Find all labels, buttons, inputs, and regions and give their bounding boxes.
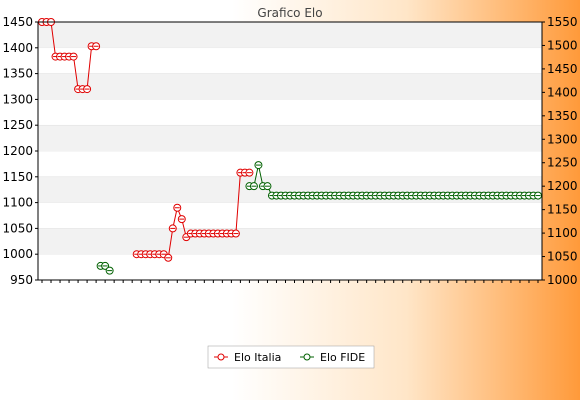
legend-marker <box>217 353 225 361</box>
left-tick-label: 950 <box>10 273 33 287</box>
left-tick-label: 1250 <box>2 118 33 132</box>
left-tick-label: 1450 <box>2 15 33 29</box>
right-tick-label: 1150 <box>547 203 578 217</box>
left-tick-label: 1150 <box>2 170 33 184</box>
left-tick-label: 1050 <box>2 221 33 235</box>
right-tick-label: 1300 <box>547 132 578 146</box>
legend-box <box>207 345 375 369</box>
series-layer <box>38 18 542 275</box>
left-tick-label: 1300 <box>2 92 33 106</box>
left-tick-label: 1000 <box>2 247 33 261</box>
right-tick-label: 1250 <box>547 156 578 170</box>
left-axis-ticks: 950 1000 1050 1100 1150 1200 1250 1300 1350 1400 1… <box>2 15 38 287</box>
left-tick-label: 1350 <box>2 67 33 81</box>
right-tick-label: 1550 <box>547 15 578 29</box>
left-tick-label: 1400 <box>2 41 33 55</box>
plot-band <box>38 22 542 48</box>
left-tick-label: 1100 <box>2 196 33 210</box>
legend-item-elo-fide: Elo FIDE <box>300 351 365 364</box>
legend: Elo Italia Elo FIDE <box>207 345 375 369</box>
legend-marker <box>303 353 311 361</box>
plot-bands <box>38 21 542 280</box>
right-tick-label: 1400 <box>547 85 578 99</box>
right-axis-ticks: 1000 1050 1100 1150 1200 1250 1300 1350 1400 1450… <box>542 15 578 287</box>
right-tick-label: 1100 <box>547 226 578 240</box>
plot-band <box>38 228 542 255</box>
plot-band <box>38 125 542 151</box>
right-tick-label: 1500 <box>547 38 578 52</box>
legend-label: Elo FIDE <box>320 351 365 364</box>
plot-border <box>37 21 543 281</box>
right-tick-label: 1350 <box>547 109 578 123</box>
right-tick-label: 1200 <box>547 179 578 193</box>
legend-label: Elo Italia <box>234 351 281 364</box>
legend-item-elo-italia: Elo Italia <box>214 351 281 364</box>
plot-band <box>38 73 542 100</box>
series-elo-italia <box>38 18 254 262</box>
right-tick-label: 1050 <box>547 250 578 264</box>
right-tick-label: 1000 <box>547 273 578 287</box>
series-elo-fide <box>96 161 542 275</box>
right-tick-label: 1450 <box>547 62 578 76</box>
left-tick-label: 1200 <box>2 144 33 158</box>
chart-title: Grafico Elo <box>257 6 322 20</box>
